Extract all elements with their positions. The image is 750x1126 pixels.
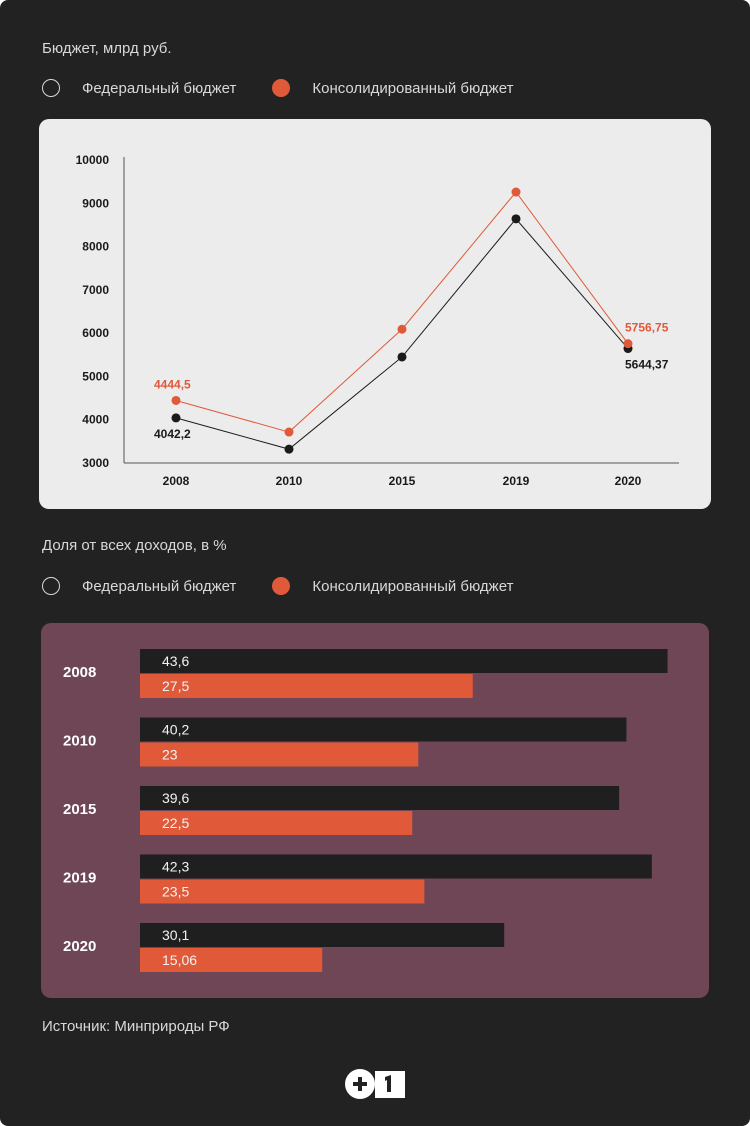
bar — [140, 649, 668, 673]
x-tick-label: 2020 — [615, 474, 642, 488]
y-tick-label: 3000 — [82, 456, 109, 470]
y-tick-label: 7000 — [82, 283, 109, 297]
data-point — [171, 413, 181, 423]
x-tick-label: 2015 — [389, 474, 416, 488]
x-tick-label: 2010 — [276, 474, 303, 488]
bar — [140, 786, 620, 810]
bar-chart-panel: 2008 43,6 27,5 2010 40,2 23 2015 39,6 22,5 2019 42… — [41, 623, 709, 998]
bar — [140, 811, 413, 835]
bar — [140, 923, 505, 947]
line-chart-panel: 3000 4000 5000 6000 7000 8000 9000 10000 2008 201… — [39, 119, 711, 509]
bar-chart: 2008 43,6 27,5 2010 40,2 23 2015 39,6 22,5 2019 42… — [63, 649, 668, 972]
legend-label-federal: Федеральный бюджет — [82, 79, 237, 97]
bar-value-label: 23,5 — [162, 884, 189, 900]
bar-value-label: 23 — [162, 747, 178, 763]
data-label: 4444,5 — [154, 377, 191, 391]
legend-label-federal: Федеральный бюджет — [82, 577, 237, 595]
category-label: 2020 — [63, 938, 96, 955]
data-label: 5644,37 — [625, 358, 669, 372]
x-tick-label: 2008 — [163, 474, 190, 488]
data-point — [397, 352, 407, 362]
bar-value-label: 40,2 — [162, 722, 189, 738]
x-tick-label: 2019 — [503, 474, 530, 488]
legend-marker-federal — [42, 577, 60, 595]
y-tick-label: 4000 — [82, 413, 109, 427]
bar-value-label: 27,5 — [162, 678, 189, 694]
line-chart: 3000 4000 5000 6000 7000 8000 9000 10000 2008 201… — [76, 153, 679, 488]
bar — [140, 674, 473, 698]
series-line — [175, 218, 629, 450]
category-label: 2010 — [63, 733, 96, 750]
logo — [345, 1069, 405, 1099]
y-tick-label: 6000 — [82, 326, 109, 340]
legend-marker-consolidated — [272, 79, 291, 97]
bar-value-label: 22,5 — [162, 815, 189, 831]
bar-value-label: 30,1 — [162, 927, 189, 943]
data-label: 4042,2 — [154, 427, 191, 441]
y-tick-label: 8000 — [82, 240, 109, 254]
legend-marker-consolidated — [272, 577, 291, 595]
bar-value-label: 42,3 — [162, 859, 189, 875]
bar — [140, 854, 652, 879]
line-chart-legend: Федеральный бюджет Консолидированный бюд… — [42, 79, 513, 97]
bar-chart-title: Доля от всех доходов, в % — [42, 537, 227, 554]
bar — [140, 879, 425, 904]
source-note: Источник: Минприроды РФ — [42, 1018, 230, 1035]
legend-label-consolidated: Консолидированный бюджет — [312, 577, 514, 595]
data-point — [284, 444, 294, 454]
data-point — [623, 339, 633, 349]
bar-value-label: 15,06 — [162, 952, 197, 968]
data-point — [397, 324, 407, 334]
data-point — [284, 427, 294, 437]
category-label: 2008 — [63, 664, 96, 681]
bar-chart-legend: Федеральный бюджет Консолидированный бюд… — [42, 577, 513, 595]
y-tick-label: 9000 — [82, 196, 109, 210]
legend-label-consolidated: Консолидированный бюджет — [312, 79, 514, 97]
series-line — [175, 191, 629, 433]
bar — [140, 742, 419, 767]
data-point — [171, 395, 181, 405]
data-label: 5756,75 — [625, 321, 669, 335]
bar-value-label: 39,6 — [162, 790, 189, 806]
y-tick-label: 10000 — [76, 153, 110, 167]
legend-marker-federal — [42, 79, 60, 97]
bar-value-label: 43,6 — [162, 653, 189, 669]
data-point — [511, 187, 521, 197]
y-tick-label: 5000 — [82, 369, 109, 383]
line-chart-title: Бюджет, млрд руб. — [42, 40, 172, 57]
category-label: 2019 — [63, 870, 96, 887]
bar — [140, 948, 323, 972]
category-label: 2015 — [63, 801, 96, 818]
bar — [140, 717, 627, 742]
data-point — [511, 214, 521, 224]
